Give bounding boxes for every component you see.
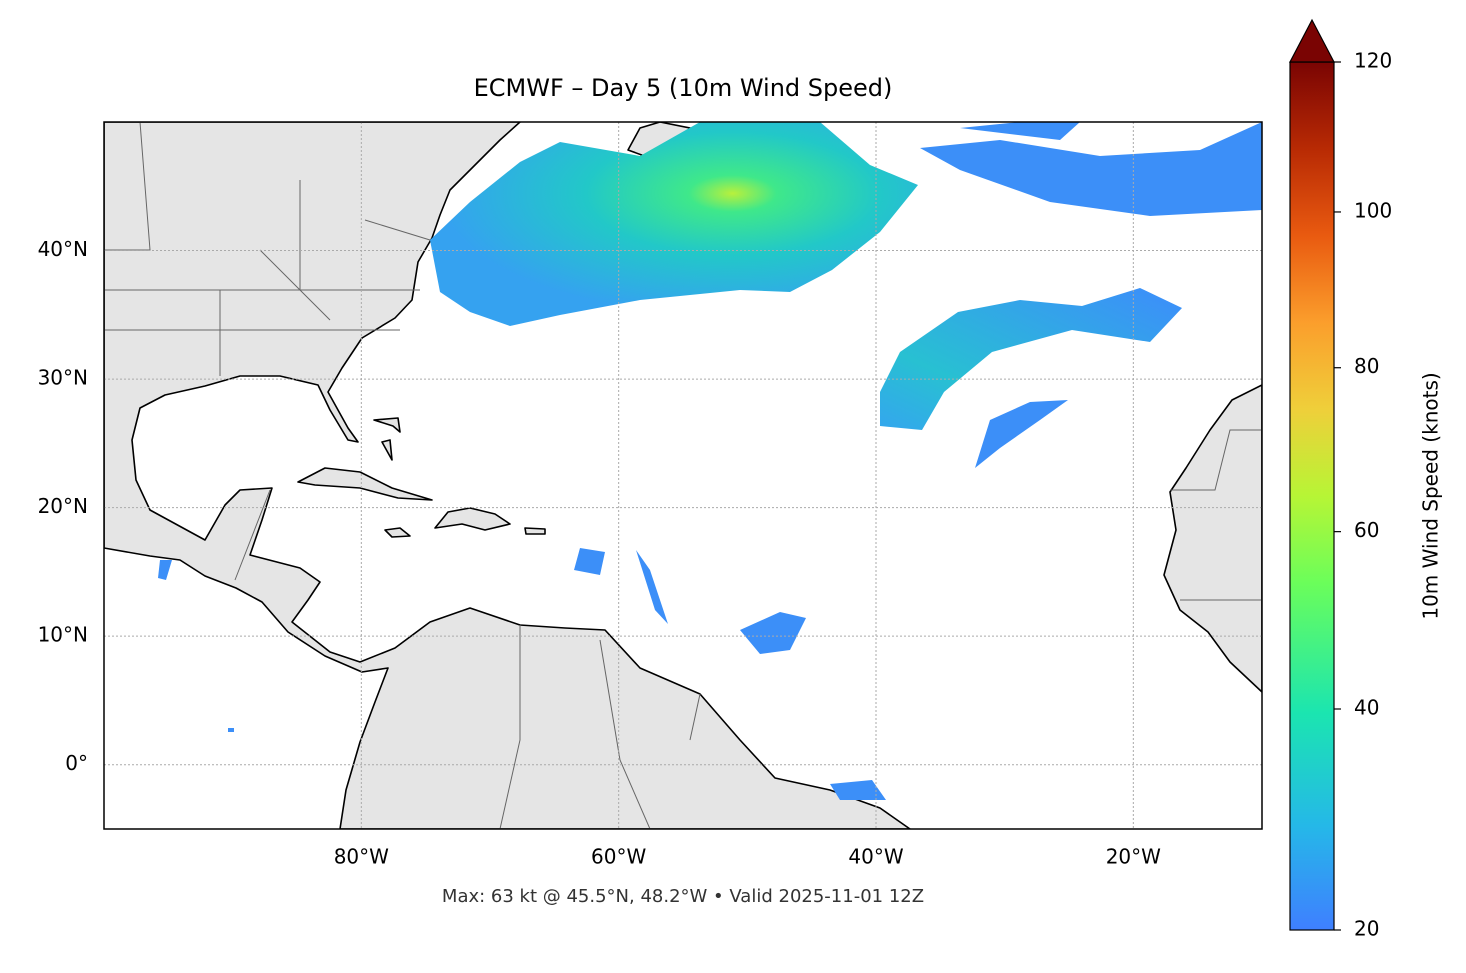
colorbar-label: 10m Wind Speed (knots): [1419, 372, 1443, 619]
land-cuba: [297, 467, 433, 501]
land-jamaica: [384, 527, 411, 538]
y-tick-label: 20°N: [38, 494, 88, 518]
colorbar-tick-label: 120: [1354, 49, 1392, 73]
colorbar-tick-label: 80: [1354, 354, 1379, 378]
y-tick-label: 10°N: [38, 623, 88, 647]
footer: Max: 63 kt @ 45.5°N, 48.2°W • Valid 2025…: [442, 886, 924, 907]
colorbar-tick-label: 40: [1354, 695, 1379, 719]
wind-area: [430, 122, 918, 326]
y-tick-label: 40°N: [38, 237, 88, 261]
x-tick-label: 20°W: [1106, 845, 1161, 869]
colorbar-tick-label: 60: [1354, 518, 1379, 542]
borders: [104, 122, 1262, 829]
x-tick-label: 40°W: [848, 845, 903, 869]
colorbar-tick-label: 100: [1354, 198, 1392, 222]
chart-title: ECMWF – Day 5 (10m Wind Speed): [474, 74, 893, 102]
map-frame: [103, 121, 1263, 830]
x-tick-label: 60°W: [591, 845, 646, 869]
grid: [104, 122, 1262, 829]
wind-area: [920, 122, 1262, 216]
colorbar: [1289, 61, 1335, 931]
land-americas: [104, 122, 911, 829]
map: [104, 122, 1262, 829]
colorbar-tick-label: 20: [1354, 917, 1379, 941]
y-tick-label: 0°: [65, 751, 88, 775]
colorbar-extend: [1289, 18, 1335, 63]
y-tick-label: 30°N: [38, 366, 88, 390]
land-africa: [1163, 384, 1262, 693]
land-puerto-rico: [524, 527, 546, 535]
wind-area: [880, 288, 1182, 430]
land-hispaniola: [434, 507, 511, 531]
land-bahamas: [373, 417, 401, 461]
x-tick-label: 80°W: [334, 845, 389, 869]
